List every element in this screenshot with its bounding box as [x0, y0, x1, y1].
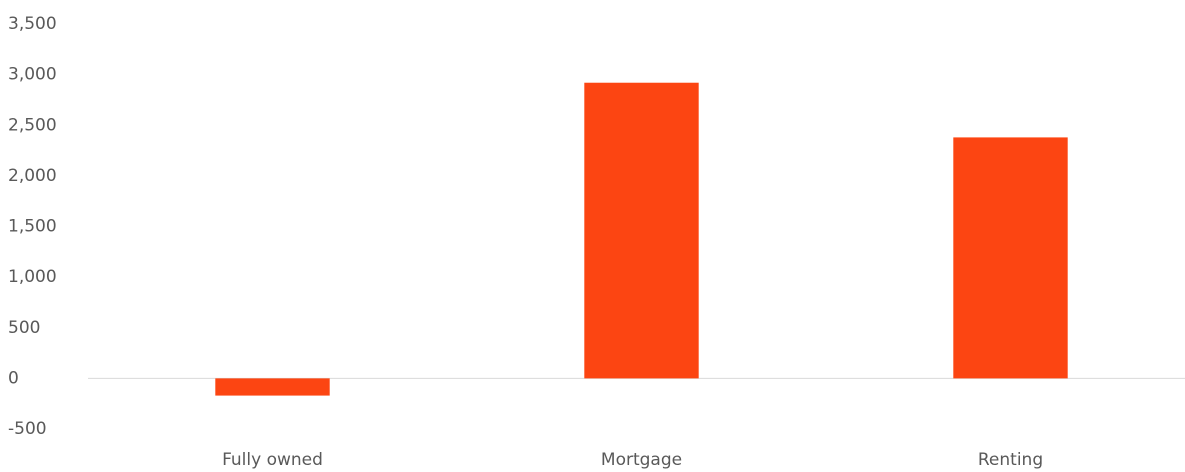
y-tick-label: 1,000	[8, 267, 57, 287]
y-tick-label: 3,000	[8, 65, 57, 85]
x-tick-label: Mortgage	[601, 450, 682, 470]
x-tick-label: Renting	[978, 450, 1043, 470]
y-tick-label: 2,000	[8, 166, 57, 186]
bar	[953, 137, 1068, 379]
x-tick-label: Fully owned	[222, 450, 323, 470]
bar	[584, 82, 699, 379]
y-tick-label: 1,500	[8, 217, 57, 237]
y-tick-label: 3,500	[8, 14, 57, 34]
bar	[215, 378, 330, 396]
y-tick-label: 0	[8, 368, 19, 388]
y-tick-label: -500	[8, 419, 47, 439]
y-tick-label: 2,500	[8, 115, 57, 135]
y-tick-label: 500	[8, 318, 40, 338]
